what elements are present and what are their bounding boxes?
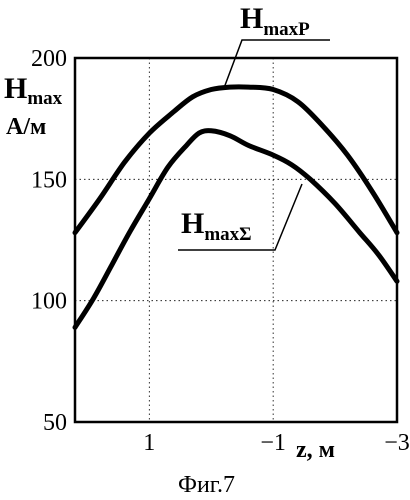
series-label-bottom-sub: maxΣ xyxy=(204,224,251,245)
x-tick-label: −1 xyxy=(260,430,286,456)
y-tick-label: 100 xyxy=(31,289,67,315)
series-label-top: HmaxP xyxy=(224,2,330,88)
series-label-bottom: HmaxΣ xyxy=(178,184,302,250)
x-axis-label: z, м xyxy=(296,437,335,463)
tick-labels: 200 150 100 50 1 −1 −3 xyxy=(31,46,410,456)
series-label-bottom-symbol: H xyxy=(181,207,204,240)
y-axis-symbol: H xyxy=(4,72,27,105)
y-tick-label: 50 xyxy=(43,410,67,436)
leader-line-top xyxy=(224,40,330,88)
svg-text:HmaxΣ: HmaxΣ xyxy=(181,207,252,245)
x-tick-label: 1 xyxy=(143,430,155,456)
y-tick-label: 150 xyxy=(31,167,67,193)
series-line-hmaxp xyxy=(75,87,397,233)
series-group xyxy=(75,87,397,328)
series-label-top-symbol: H xyxy=(240,2,263,35)
y-tick-label: 200 xyxy=(31,46,67,72)
figure-caption: Фиг.7 xyxy=(178,472,235,498)
svg-text:HmaxP: HmaxP xyxy=(240,2,310,40)
y-axis-label: Hmax А/м xyxy=(4,72,63,140)
series-label-top-sub: maxP xyxy=(263,19,310,40)
y-axis-subscript: max xyxy=(27,88,62,109)
svg-text:Hmax: Hmax xyxy=(4,72,63,109)
y-axis-unit: А/м xyxy=(6,114,46,140)
x-tick-label: −3 xyxy=(384,430,410,456)
